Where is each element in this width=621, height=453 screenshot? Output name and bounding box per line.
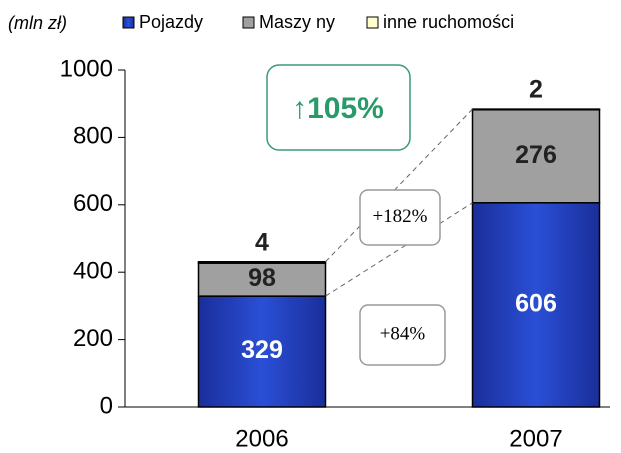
data-label: 606 — [515, 289, 557, 317]
x-tick-label: 2006 — [235, 425, 288, 452]
connector — [325, 202, 473, 297]
bar-segment — [197, 261, 327, 264]
unit-label: (mln zł) — [8, 13, 67, 33]
bar-segment — [471, 202, 601, 408]
y-tick-label: 0 — [100, 392, 113, 419]
bar-segment — [197, 262, 327, 297]
annotation: ↑105% — [292, 92, 384, 125]
annotation-box — [359, 189, 441, 246]
data-label: 2 — [529, 76, 543, 104]
legend-swatch — [242, 16, 255, 29]
annotation-box — [266, 64, 411, 151]
data-label: 276 — [515, 141, 557, 169]
legend-label: Pojazdy — [139, 12, 203, 32]
legend-label: Maszy ny — [259, 12, 335, 32]
bar-segment — [197, 295, 327, 408]
x-tick-label: 2007 — [509, 425, 562, 452]
annotation-box — [359, 304, 446, 366]
annotation: +84% — [380, 323, 426, 344]
bar-segment — [471, 108, 601, 111]
data-label: 329 — [241, 336, 283, 364]
annotation: +182% — [372, 206, 427, 227]
y-tick-label: 600 — [73, 190, 113, 217]
data-label: 98 — [248, 264, 276, 292]
y-tick-label: 800 — [73, 123, 113, 150]
y-tick-label: 200 — [73, 325, 113, 352]
data-label: 4 — [255, 228, 269, 256]
y-tick-label: 400 — [73, 258, 113, 285]
bar-segment — [471, 109, 601, 204]
legend-label: inne ruchomości — [383, 12, 514, 32]
legend-swatch — [122, 16, 135, 29]
legend-swatch — [366, 16, 379, 29]
y-tick-label: 1000 — [60, 55, 113, 82]
